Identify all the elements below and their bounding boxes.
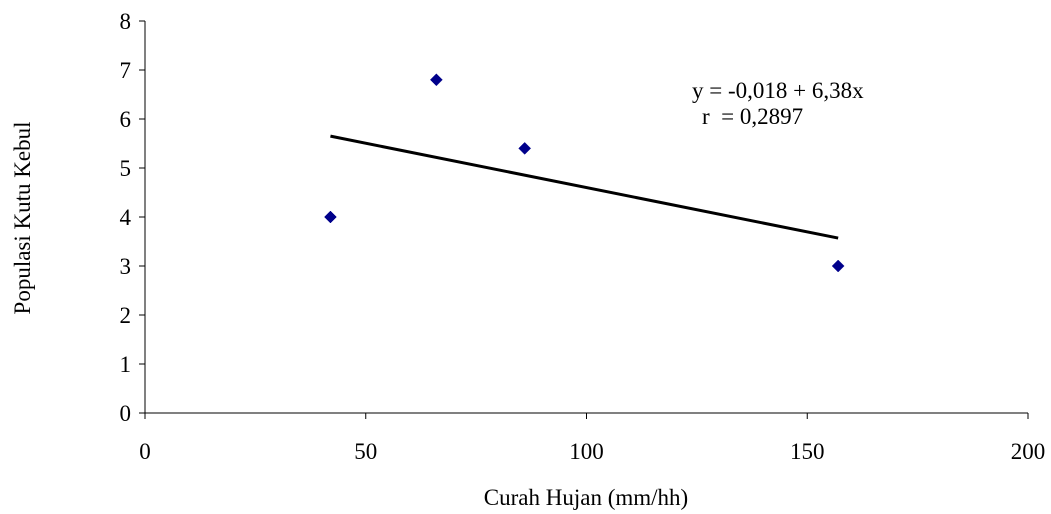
x-tick-label: 200 (1011, 439, 1046, 464)
axes (139, 20, 1029, 419)
data-point (430, 73, 443, 87)
correlation-coefficient: r = 0,2897 (702, 104, 803, 129)
tick-labels: 0 1 2 3 4 5 6 7 8 0 50 100 150 200 (120, 9, 1046, 464)
y-tick-label: 5 (120, 156, 132, 181)
y-axis-title: Populasi Kutu Kebul (10, 122, 35, 315)
x-tick-label: 100 (569, 439, 604, 464)
y-tick-label: 8 (120, 9, 132, 34)
y-tick-label: 7 (120, 58, 132, 83)
data-point (831, 259, 845, 273)
y-tick-label: 3 (120, 254, 132, 279)
y-tick-label: 6 (120, 107, 132, 132)
y-tick-label: 1 (120, 352, 132, 377)
data-point (518, 142, 532, 155)
x-tick-label: 50 (354, 439, 377, 464)
regression-equation: y = -0,018 + 6,38x (692, 78, 864, 103)
x-tick-label: 150 (790, 439, 825, 464)
y-tick-label: 0 (120, 401, 132, 426)
data-points (324, 73, 845, 273)
x-axis-title: Curah Hujan (mm/hh) (484, 485, 688, 510)
y-tick-label: 4 (120, 205, 132, 230)
x-tick-label: 0 (139, 439, 151, 464)
trendline-group (330, 134, 839, 240)
y-tick-label: 2 (120, 303, 132, 328)
data-point (324, 210, 337, 224)
trendline (330, 134, 839, 240)
